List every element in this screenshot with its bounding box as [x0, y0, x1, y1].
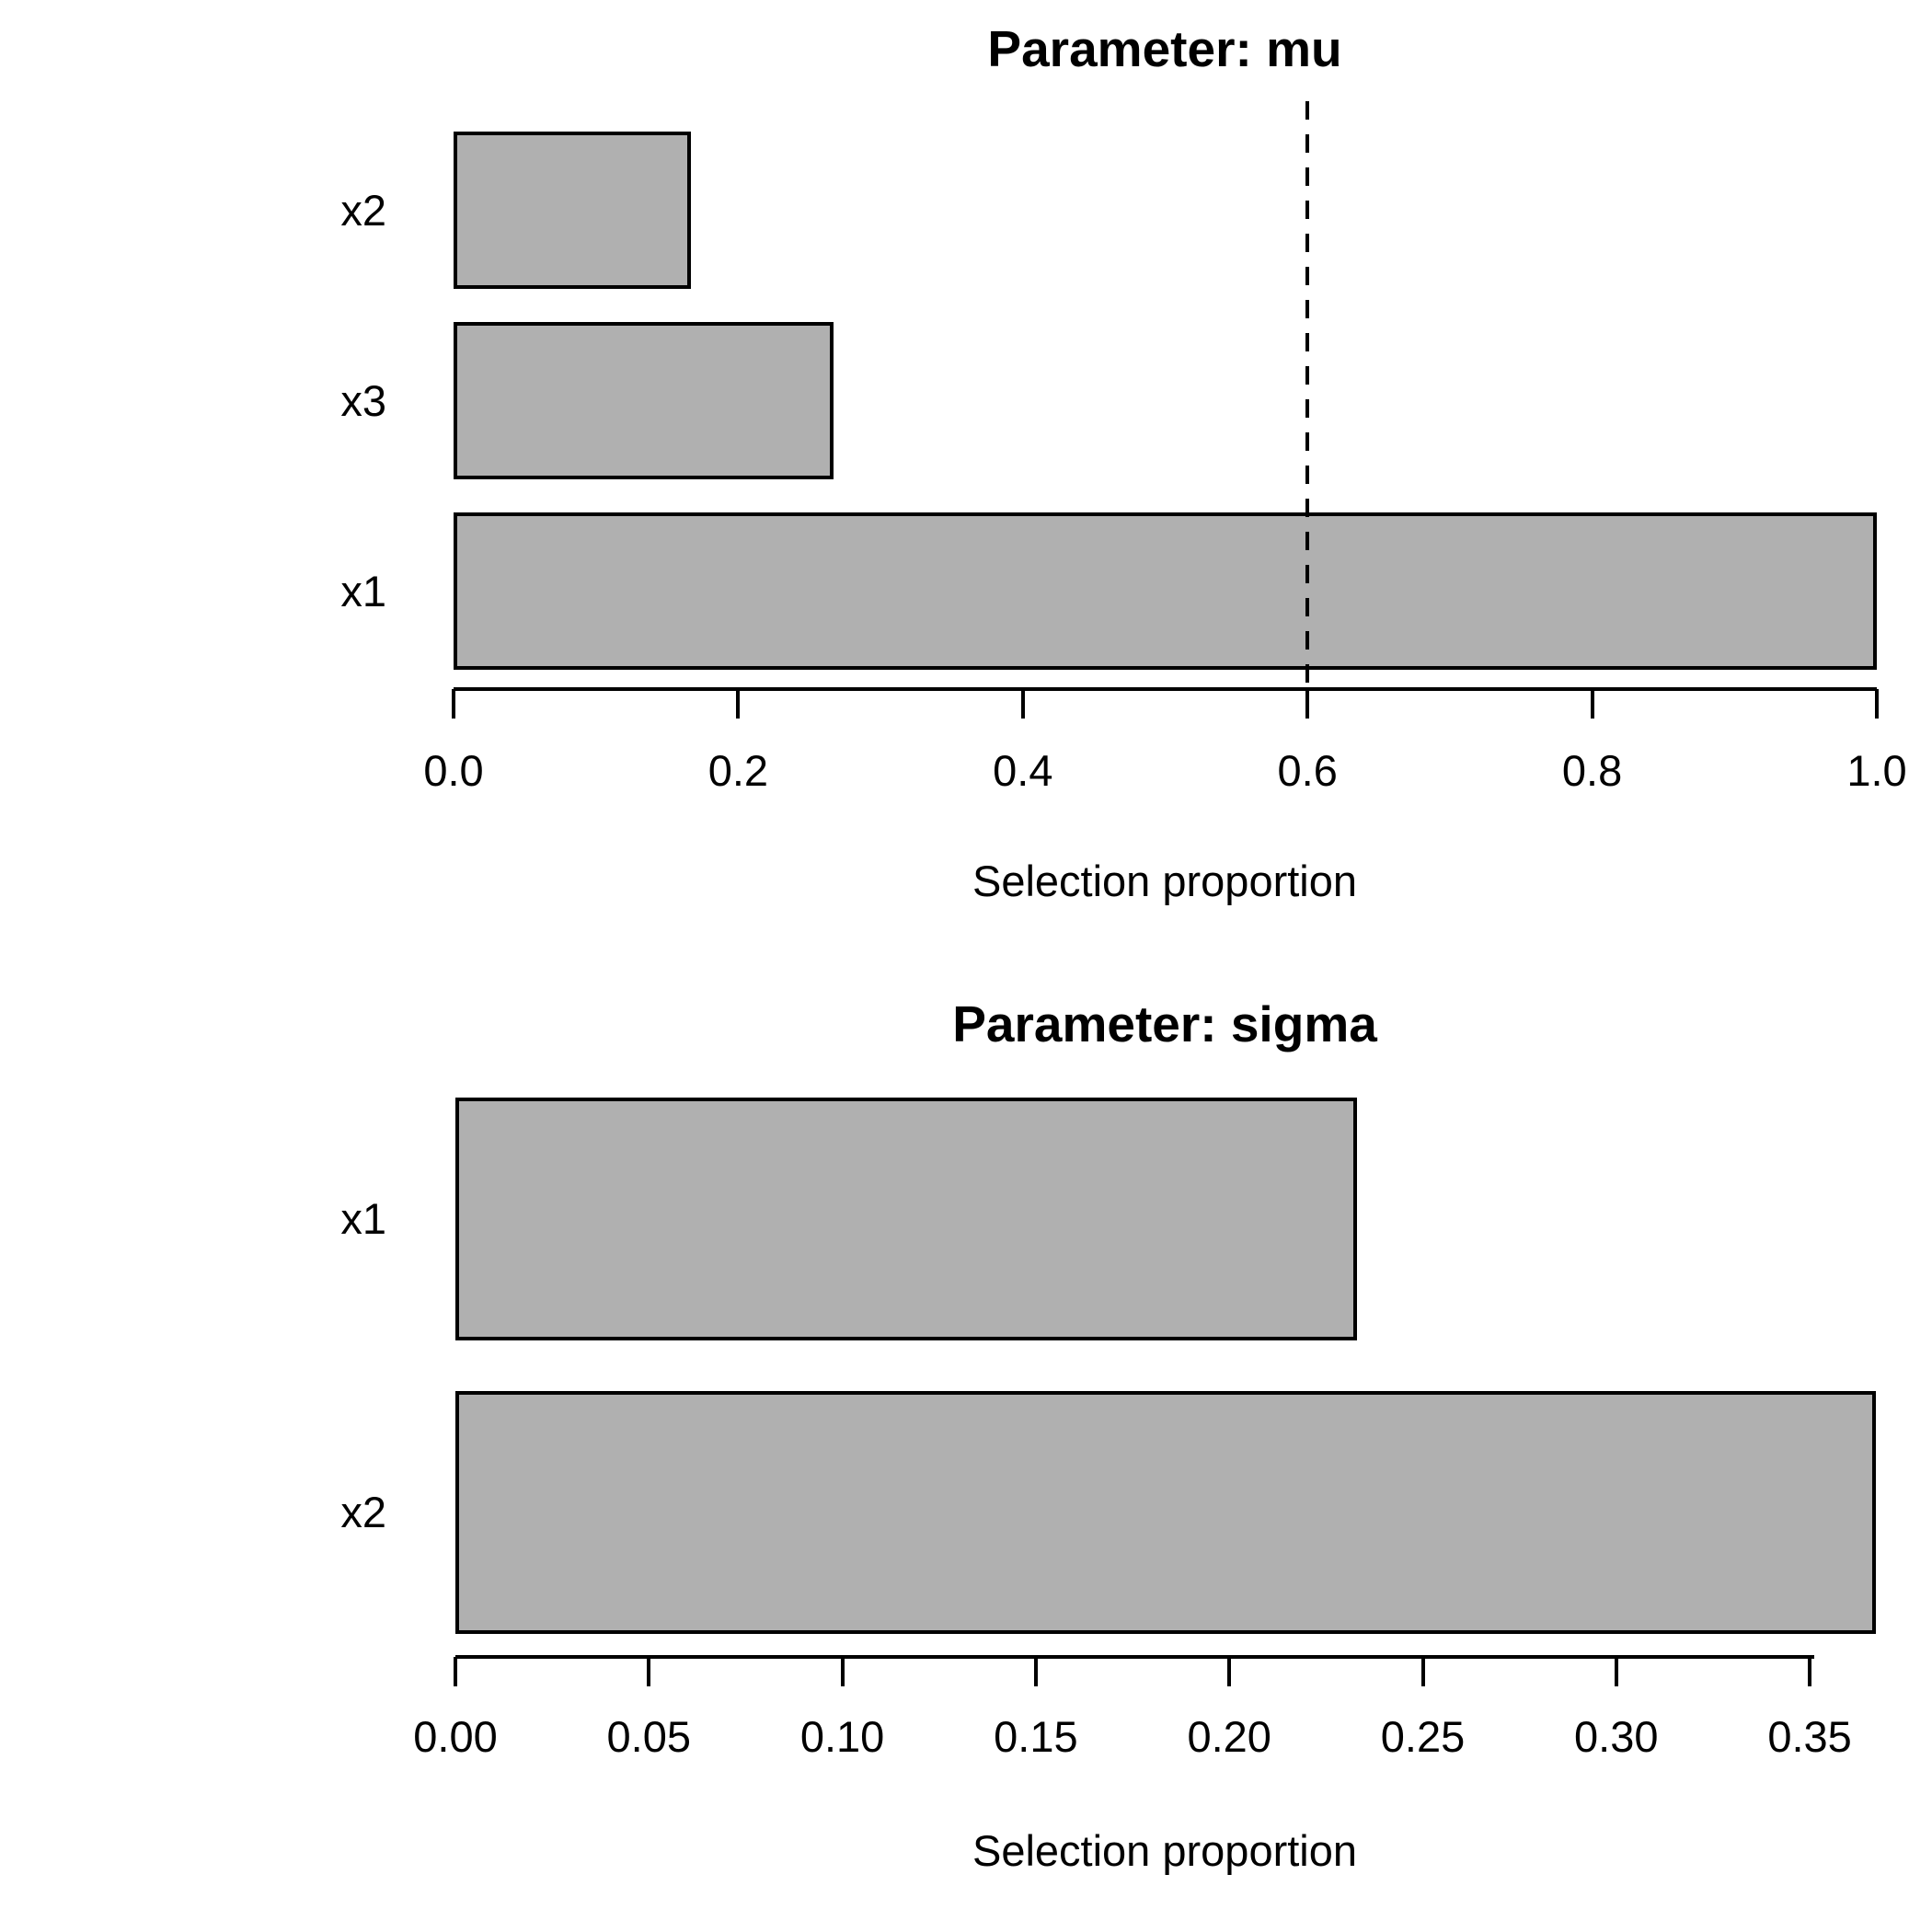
x-axis-tick: [1227, 1657, 1232, 1686]
chart-title-mu: Parameter: mu: [987, 20, 1342, 77]
bar-label-x1: x1: [340, 566, 386, 615]
x-axis-tick: [1305, 689, 1310, 719]
x-axis-tick-label: 1.0: [1846, 746, 1907, 795]
x-axis-tick-label: 0.00: [413, 1712, 498, 1761]
x-axis-tick: [647, 1657, 651, 1686]
x-axis-label-sigma: Selection proportion: [972, 1826, 1358, 1875]
x-axis-tick-label: 0.6: [1277, 746, 1338, 795]
bar-label-x1: x1: [340, 1194, 386, 1243]
x-axis-tick-label: 0.2: [707, 746, 769, 795]
x-axis-line: [454, 687, 1877, 691]
bar-label-x2: x2: [340, 1488, 386, 1536]
x-axis-tick-label: 0.0: [423, 746, 484, 795]
x-axis-tick-label: 0.20: [1187, 1712, 1271, 1761]
bar-x1: [455, 1098, 1357, 1340]
x-axis-tick-label: 0.4: [993, 746, 1053, 795]
bar-label-x3: x3: [340, 375, 386, 425]
x-axis-tick: [1420, 1657, 1425, 1686]
x-axis-tick: [840, 1657, 845, 1686]
x-axis-tick-label: 0.05: [606, 1712, 692, 1761]
x-axis-tick: [454, 1657, 457, 1686]
x-axis-tick-label: 0.35: [1767, 1712, 1852, 1761]
bar-x1: [454, 512, 1877, 670]
x-axis-tick: [1033, 1657, 1038, 1686]
x-axis-tick-label: 0.8: [1561, 746, 1623, 795]
bar-label-x2: x2: [340, 185, 386, 235]
x-axis-tick: [1808, 1657, 1812, 1686]
x-axis-tick: [1020, 689, 1025, 719]
x-axis-tick: [1614, 1657, 1618, 1686]
chart-title-sigma: Parameter: sigma: [952, 995, 1377, 1052]
x-axis-tick: [736, 689, 741, 719]
bar-x3: [454, 322, 834, 479]
x-axis-tick-label: 0.25: [1380, 1712, 1466, 1761]
x-axis-tick: [1875, 689, 1879, 719]
x-axis-line: [455, 1655, 1814, 1659]
threshold-dashed-line: [1305, 101, 1310, 689]
bar-x2: [454, 132, 692, 289]
x-axis-label-mu: Selection proportion: [972, 857, 1358, 905]
x-axis-tick-label: 0.15: [994, 1712, 1078, 1761]
x-axis-tick: [452, 689, 455, 719]
x-axis-tick: [1590, 689, 1594, 719]
bar-x2: [455, 1391, 1876, 1634]
x-axis-tick-label: 0.10: [799, 1712, 885, 1761]
x-axis-tick-label: 0.30: [1574, 1712, 1659, 1761]
